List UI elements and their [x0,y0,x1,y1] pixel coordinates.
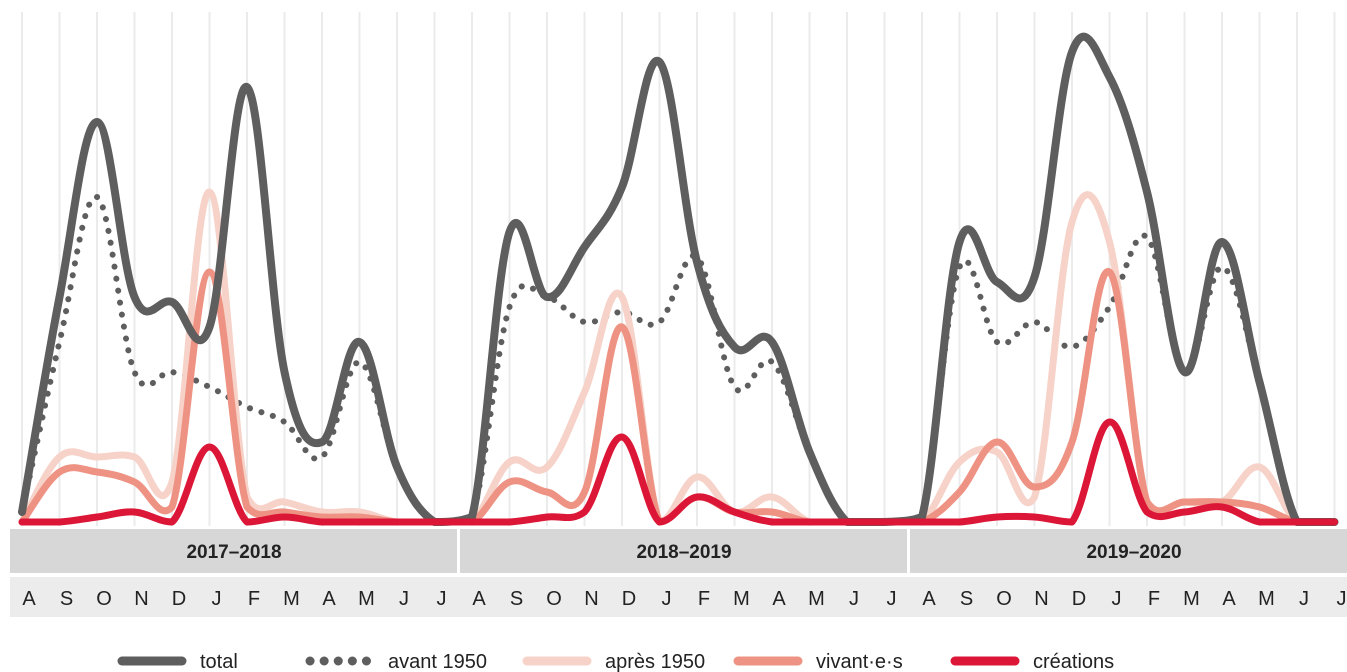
month-tick-label: N [134,588,148,610]
legend-label: créations [1033,651,1114,672]
season-label: 2018–2019 [636,542,731,563]
legend-label: avant 1950 [388,651,487,672]
month-tick-label: A [322,588,336,610]
month-tick-label: J [1112,588,1122,610]
month-tick-label: M [808,588,825,610]
month-tick-label: F [698,588,710,610]
season-band [10,529,457,573]
month-tick-label: J [662,588,672,610]
month-tick-label: O [546,588,562,610]
season-band [910,529,1347,573]
month-tick-label: J [399,588,409,610]
month-tick-label: D [1072,588,1086,610]
month-tick-label: J [437,588,447,610]
series-line-0 [18,32,1339,526]
month-tick-label: J [212,588,222,610]
legend-label: vivant·e·s [816,651,903,672]
season-label: 2017–2018 [186,542,281,563]
month-tick-label: M [358,588,375,610]
legend: total avant 1950 après 1950 vivant·e·s créat… [117,651,1114,672]
month-tick-label: F [248,588,260,610]
month-tick-label: A [772,588,786,610]
month-band [10,577,1347,617]
legend-label: après 1950 [605,651,705,672]
month-tick-label: J [887,588,897,610]
month-tick-label: A [922,588,936,610]
month-tick-label: M [733,588,750,610]
month-tick-label: A [22,588,36,610]
month-tick-label: J [1299,588,1309,610]
month-tick-label: D [622,588,636,610]
month-tick-label: S [510,588,523,610]
season-bands: 2017–2018 2018–2019 2019–2020 [10,529,1347,573]
month-tick-label: N [584,588,598,610]
month-tick-label: J [849,588,859,610]
series-line-4 [18,418,1338,526]
month-tick-label: M [1183,588,1200,610]
month-tick-label: J [1337,588,1347,610]
month-tick-label: S [960,588,973,610]
month-tick-label: S [60,588,73,610]
month-tick-label: D [172,588,186,610]
month-tick-label: A [1222,588,1236,610]
month-tick-label: F [1148,588,1160,610]
legend-label: total [200,651,238,672]
month-tick-label: M [283,588,300,610]
month-tick-label: A [472,588,486,610]
month-tick-label: O [996,588,1012,610]
season-label: 2019–2020 [1086,542,1181,563]
series-lines [18,32,1339,526]
month-tick-label: O [96,588,112,610]
season-band [460,529,907,573]
month-tick-label: N [1034,588,1048,610]
month-tick-label: M [1258,588,1275,610]
